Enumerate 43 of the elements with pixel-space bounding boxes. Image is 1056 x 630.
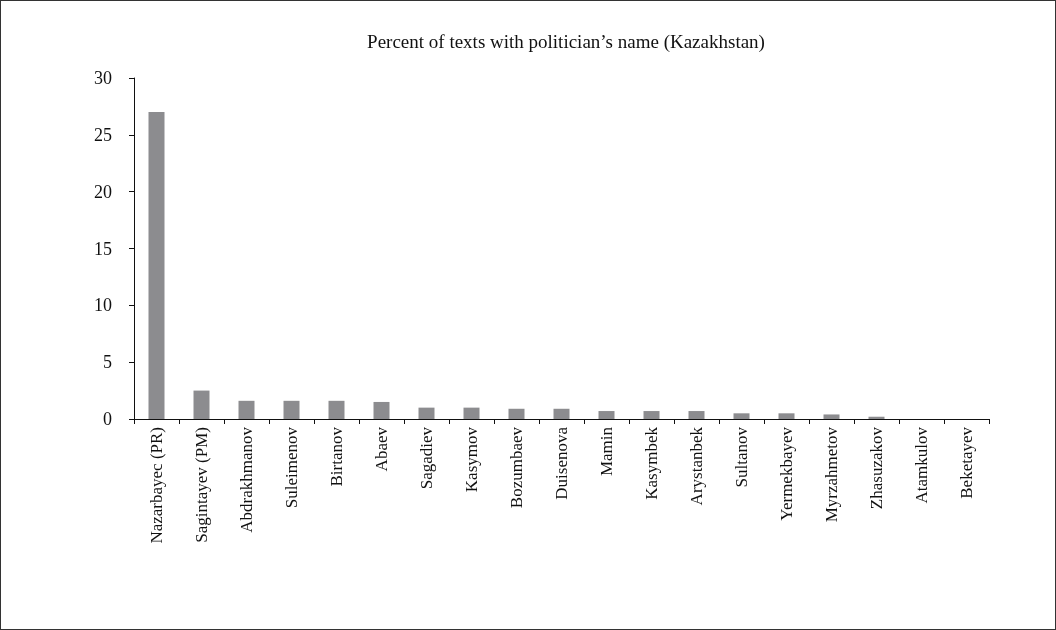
x-tick-label: Beketayev — [957, 426, 976, 499]
chart-title: Percent of texts with politician’s name (Kazakhstan) — [367, 31, 765, 53]
bar — [733, 413, 750, 419]
x-tick-label: Sagadiev — [417, 426, 436, 490]
x-tick-label: Sagintayev (PM) — [192, 427, 211, 543]
x-tick-label: Zhasuzakov — [867, 426, 886, 510]
x-tick-label: Abdrakhmanov — [237, 426, 256, 533]
bar — [823, 414, 840, 419]
y-tick-label: 15 — [94, 238, 112, 259]
y-tick-label: 25 — [94, 124, 112, 145]
x-tick-label: Arystanbek — [687, 426, 706, 506]
x-tick-label: Birtanov — [327, 426, 346, 487]
x-tick-label: Mamin — [597, 426, 616, 477]
bar — [418, 407, 435, 419]
bar — [373, 401, 390, 419]
y-tick-label: 20 — [94, 181, 112, 202]
x-tick-label: Bozumbaev — [507, 426, 526, 509]
bar — [283, 400, 300, 419]
bar — [643, 411, 660, 419]
x-tick-label: Kasymbek — [642, 426, 661, 500]
bar — [778, 413, 795, 419]
y-tick-label: 10 — [94, 295, 112, 316]
x-tick-label: Atamkulov — [912, 426, 931, 504]
bar — [328, 400, 345, 419]
x-tick-label: Yermekbayev — [777, 426, 796, 521]
bar — [193, 390, 210, 419]
bar — [463, 407, 480, 419]
bar — [148, 112, 165, 419]
bar — [553, 408, 570, 419]
bar — [238, 400, 255, 419]
x-tick-label: Suleimenov — [282, 426, 301, 509]
x-tick-label: Nazarbayec (PR) — [147, 427, 166, 544]
x-tick-label: Kasymov — [462, 426, 481, 493]
y-tick-label: 5 — [103, 352, 112, 373]
x-tick-label: Sultanov — [732, 426, 751, 488]
x-tick-label: Abaev — [372, 426, 391, 472]
y-tick-label: 0 — [103, 409, 112, 429]
bar — [688, 411, 705, 419]
bar — [598, 411, 615, 419]
x-tick-label: Myrzahmetov — [822, 426, 841, 523]
x-tick-label: Duisenova — [552, 426, 571, 500]
bar — [508, 408, 525, 419]
y-tick-label: 30 — [94, 68, 112, 88]
